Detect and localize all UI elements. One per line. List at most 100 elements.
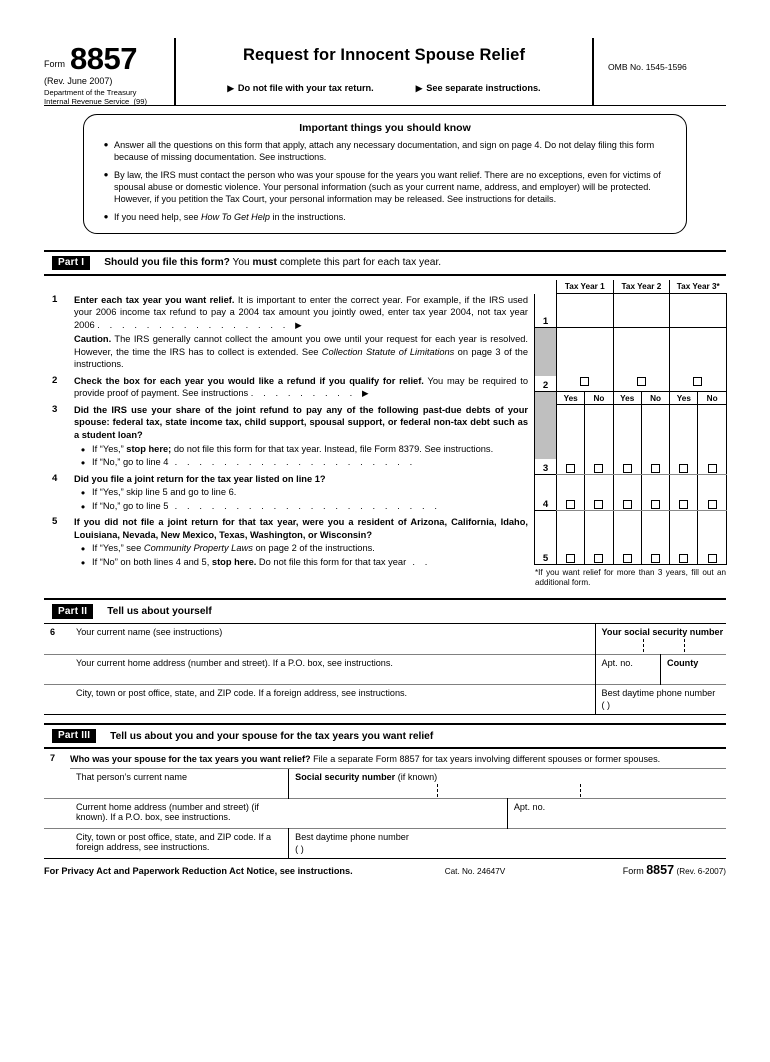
leader-dots: . . . . . . . . . . . . . . . . . . . . <box>168 457 416 468</box>
important-notice-item-text: Answer all the questions on this form th… <box>114 140 655 163</box>
current-name-cell[interactable]: Your current name (see instructions) <box>70 624 595 654</box>
line3-no-year3-checkbox[interactable] <box>707 464 717 474</box>
line3-no-year3-cell[interactable] <box>697 404 727 476</box>
line3-no-year2-checkbox[interactable] <box>651 464 661 474</box>
line4-yes-year3-cell[interactable] <box>669 474 699 512</box>
line4-no-year2-checkbox[interactable] <box>651 500 661 510</box>
line3-no-year1-checkbox[interactable] <box>594 464 604 474</box>
spouse-ssn-cell[interactable]: Social security number (if known) <box>288 768 726 799</box>
tax-year-1-entry-cell[interactable] <box>556 293 614 329</box>
line4-yes-year2-cell[interactable] <box>613 474 642 512</box>
part1-tag: Part I <box>52 255 91 271</box>
line5-no-year3-cell[interactable] <box>697 510 727 566</box>
help-text-prefix: If you need help, see <box>114 212 201 223</box>
form-word-label: Form <box>44 59 65 70</box>
refund-checkbox-cell-year3[interactable] <box>669 327 727 393</box>
refund-checkbox-year3[interactable] <box>693 377 703 387</box>
spouse-ssn-dotted-dividers <box>295 784 726 798</box>
spouse-apt-cell[interactable]: Apt. no. <box>506 798 726 829</box>
line-5-yes-prefix: If “Yes,” see <box>92 543 144 554</box>
grid-row-number-3: 3 <box>534 458 557 476</box>
line4-no-year1-checkbox[interactable] <box>594 500 604 510</box>
omb-number: OMB No. 1545-1596 <box>608 62 687 72</box>
spouse-address-label: Current home address (number and street)… <box>76 802 259 823</box>
spouse-question-text: Who was your spouse for the tax years yo… <box>70 749 726 769</box>
grid-row-4-number: 4 <box>534 494 727 512</box>
line4-no-year1-cell[interactable] <box>584 474 614 512</box>
help-text-suffix: in the instructions. <box>269 212 346 223</box>
yesno-header-yes-year3: Yes <box>669 391 699 406</box>
part1-rule-bottom <box>44 274 726 276</box>
city-state-zip-cell[interactable]: City, town or post office, state, and ZI… <box>70 684 595 714</box>
refund-checkbox-year1[interactable] <box>580 377 590 387</box>
line3-yes-year1-cell[interactable] <box>556 404 586 476</box>
tax-year-3-entry-cell[interactable] <box>669 293 727 329</box>
line5-no-year2-cell[interactable] <box>641 510 671 566</box>
line4-yes-year1-checkbox[interactable] <box>566 500 576 510</box>
line5-no-year2-checkbox[interactable] <box>651 554 661 564</box>
line5-no-year1-checkbox[interactable] <box>594 554 604 564</box>
line5-yes-year2-cell[interactable] <box>613 510 642 566</box>
part3-tag: Part III <box>52 728 97 744</box>
line4-no-year3-checkbox[interactable] <box>707 500 717 510</box>
line-1-caution-tail: on page 3 of the instructions. <box>74 346 528 370</box>
spouse-address-cell[interactable]: Current home address (number and street)… <box>70 799 289 829</box>
leader-dots: . . . . . . . . . <box>250 388 363 399</box>
header-right-block: OMB No. 1545-1596 <box>594 38 726 106</box>
service-line: Internal Revenue Service <box>44 97 130 107</box>
line5-no-year1-cell[interactable] <box>584 510 614 566</box>
line5-yes-year1-checkbox[interactable] <box>566 554 576 564</box>
home-address-cell[interactable]: Your current home address (number and st… <box>70 654 595 684</box>
line4-yes-year3-checkbox[interactable] <box>679 500 689 510</box>
triangle-icon: ▶ <box>227 83 234 93</box>
line4-no-year2-cell[interactable] <box>641 474 671 512</box>
line5-yes-year1-cell[interactable] <box>556 510 586 566</box>
collection-statute-reference: Collection Statute of Limitations <box>321 346 455 357</box>
line4-no-year3-cell[interactable] <box>697 474 727 512</box>
line3-yes-year2-cell[interactable] <box>613 404 642 476</box>
apt-no-cell[interactable]: Apt. no. <box>594 654 661 685</box>
line-5-bold: If you did not file a joint return for t… <box>74 517 528 540</box>
line3-no-year2-cell[interactable] <box>641 404 671 476</box>
grid-shade-block-2 <box>534 391 557 405</box>
column-header-tax-year-1: Tax Year 1 <box>556 279 614 295</box>
refund-checkbox-cell-year2[interactable] <box>613 327 671 393</box>
line5-yes-year3-checkbox[interactable] <box>679 554 689 564</box>
tax-year-2-entry-cell[interactable] <box>613 293 671 329</box>
column-header-tax-year-3: Tax Year 3* <box>669 279 727 295</box>
line-4-bold: Did you file a joint return for the tax … <box>74 473 326 484</box>
line4-yes-year2-checkbox[interactable] <box>622 500 632 510</box>
refund-checkbox-year2[interactable] <box>636 377 646 387</box>
line5-no-year3-checkbox[interactable] <box>707 554 717 564</box>
line3-yes-year2-checkbox[interactable] <box>622 464 632 474</box>
line-1-bold: Enter each tax year you want relief. <box>74 294 235 305</box>
line5-yes-year2-checkbox[interactable] <box>622 554 632 564</box>
important-notice-box: Important things you should know ● Answe… <box>83 114 687 234</box>
line-number-3: 3 <box>52 403 58 415</box>
part2-row-name: 6 Your current name (see instructions) Y… <box>44 624 726 655</box>
spouse-address-blank-cell[interactable] <box>289 799 508 829</box>
phone-cell[interactable]: Best daytime phone number ( ) <box>594 684 726 715</box>
question-row-3: 3 Did the IRS use your share of the join… <box>52 404 528 469</box>
line5-yes-year3-cell[interactable] <box>669 510 699 566</box>
privacy-act-notice: For Privacy Act and Paperwork Reduction … <box>44 866 353 877</box>
line3-yes-year1-checkbox[interactable] <box>566 464 576 474</box>
grid-shade-block-1 <box>534 327 557 376</box>
spouse-ssn-label: Social security number (if known) <box>295 772 438 783</box>
line-4-bullet-yes: ● If “Yes,” skip line 5 and go to line 6… <box>74 486 528 499</box>
line3-no-year1-cell[interactable] <box>584 404 614 476</box>
part3-address-num-spacer <box>44 799 70 829</box>
line4-yes-year1-cell[interactable] <box>556 474 586 512</box>
line-4-bullet-no: ● If “No,” go to line 5 . . . . . . . . … <box>74 500 528 513</box>
spouse-city-cell[interactable]: City, town or post office, state, and ZI… <box>70 829 289 859</box>
spouse-name-cell[interactable]: That person’s current name <box>70 768 289 799</box>
refund-checkbox-cell-year1[interactable] <box>556 327 614 393</box>
service-code: (99) <box>133 97 148 107</box>
ssn-cell[interactable]: Your social security number <box>594 624 726 655</box>
line3-yes-year3-cell[interactable] <box>669 404 699 476</box>
spouse-phone-cell[interactable]: Best daytime phone number ( ) <box>288 828 726 859</box>
county-cell[interactable]: County <box>660 654 726 685</box>
part2-table: 6 Your current name (see instructions) Y… <box>44 624 726 715</box>
line3-yes-year3-checkbox[interactable] <box>679 464 689 474</box>
part2-rule-bottom <box>44 622 726 625</box>
